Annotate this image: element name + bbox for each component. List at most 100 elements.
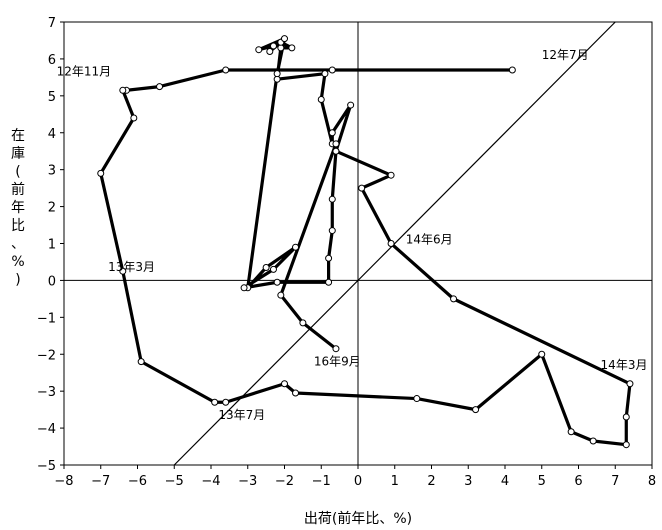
data-point (119, 86, 127, 94)
y-axis-title-char: ( (15, 164, 20, 180)
data-point (222, 398, 230, 406)
x-tick-label: −8 (54, 474, 73, 489)
data-point (622, 413, 630, 421)
y-tick-label: 6 (48, 53, 56, 68)
data-point (332, 345, 340, 353)
y-axis-title-char: ) (15, 272, 20, 288)
x-tick-label: 6 (574, 474, 582, 489)
data-point (130, 114, 138, 122)
reference-line-y-equals-x (173, 21, 616, 466)
x-tick-label: 3 (464, 474, 472, 489)
x-tick-label: 4 (501, 474, 509, 489)
data-point (292, 389, 300, 397)
x-tick-label: −7 (91, 474, 110, 489)
annotation-label: 13年3月 (108, 260, 155, 274)
data-point (262, 263, 270, 271)
y-axis-title-char: % (11, 254, 24, 270)
data-point (240, 284, 248, 292)
annotation-label: 14年3月 (601, 358, 648, 372)
x-tick-label: −1 (312, 474, 331, 489)
annotation-label: 13年7月 (218, 408, 265, 422)
data-point (266, 48, 274, 56)
data-point (347, 101, 355, 109)
data-point (328, 227, 336, 235)
y-axis-title-char: 庫 (11, 145, 25, 162)
y-tick-label: 2 (48, 201, 56, 216)
x-tick-labels: −8 −7 −6 −5 −4 −3 −2 −1 0 1 2 3 4 5 6 7 8 (54, 474, 656, 489)
y-tick-label: 4 (48, 127, 56, 142)
data-point (332, 147, 340, 155)
y-tick-labels: −5 −4 −3 −2 −1 0 1 2 3 4 5 6 7 (37, 16, 56, 474)
data-point (156, 83, 164, 91)
y-axis-title-char: 在 (11, 128, 25, 144)
data-point (626, 380, 634, 388)
x-tick-label: 0 (354, 474, 362, 489)
y-axis-title-char: 年 (11, 200, 25, 216)
x-tick-label: −5 (165, 474, 184, 489)
data-point (269, 265, 277, 273)
y-tick-label: 0 (48, 274, 56, 289)
y-axis-title: 在庫 (前年比、%) (11, 128, 25, 288)
annotation-label: 12年11月 (57, 65, 112, 79)
data-point (358, 184, 366, 192)
y-tick-label: −4 (37, 422, 56, 437)
data-point (281, 35, 288, 43)
series-markers (97, 35, 634, 449)
data-point (211, 398, 219, 406)
x-tick-label: 2 (427, 474, 435, 489)
data-point (273, 70, 281, 78)
data-point (97, 169, 105, 177)
annotation-label: 16年9月 (314, 354, 361, 368)
x-tick-label: 1 (391, 474, 399, 489)
data-point (317, 96, 325, 104)
data-point (255, 46, 263, 54)
x-tick-label: 7 (611, 474, 619, 489)
annotations: 12年7月 12年11月 13年3月 13年7月 14年3月 14年6月 16年9月 (57, 48, 648, 422)
x-axis-title: 出荷(前年比、%) (304, 510, 412, 527)
y-tick-label: −5 (37, 459, 56, 474)
data-point (119, 267, 127, 275)
data-point (622, 441, 630, 449)
y-axis-title-char: 前 (11, 181, 25, 198)
y-tick-label: 3 (48, 164, 56, 179)
data-point (321, 70, 329, 78)
data-point (137, 358, 145, 366)
x-tick-label: 8 (648, 474, 656, 489)
y-tick-label: 7 (48, 16, 56, 31)
y-axis-title-char: 比 (11, 218, 25, 234)
data-point (538, 350, 546, 358)
data-point (472, 406, 480, 414)
data-point (288, 44, 296, 52)
data-point (222, 66, 230, 74)
series-line (99, 37, 632, 447)
data-point (273, 278, 281, 286)
data-point (567, 428, 575, 436)
y-tick-label: 1 (48, 238, 56, 253)
data-point (387, 171, 395, 179)
annotation-label: 14年6月 (406, 233, 453, 247)
axes (60, 21, 653, 469)
data-point (413, 395, 421, 403)
data-point (328, 129, 336, 137)
data-point (328, 195, 336, 203)
data-point (328, 66, 336, 74)
x-tick-label: −2 (275, 474, 294, 489)
y-tick-label: −2 (37, 348, 56, 363)
annotation-label: 12年7月 (542, 48, 589, 62)
data-point (292, 243, 300, 251)
x-tick-label: −6 (128, 474, 147, 489)
data-point (450, 295, 458, 303)
y-axis-title-char: 、 (11, 236, 25, 252)
data-point (299, 319, 307, 327)
data-point (508, 66, 516, 74)
data-point (281, 380, 288, 388)
y-tick-label: 5 (48, 90, 56, 105)
data-point (277, 291, 285, 299)
data-point (325, 278, 333, 286)
data-point (269, 42, 277, 50)
y-tick-label: −3 (37, 385, 56, 400)
data-point (387, 240, 395, 247)
x-tick-label: −4 (201, 474, 220, 489)
x-tick-label: 5 (538, 474, 546, 489)
